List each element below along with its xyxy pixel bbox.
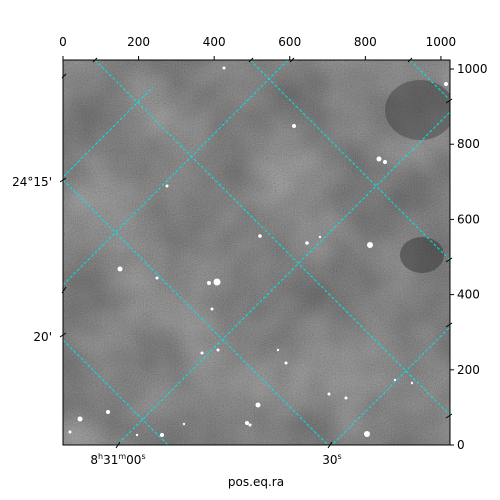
- stars: [68, 66, 448, 437]
- x-axis-label: pos.eq.ra: [228, 475, 284, 489]
- world-ticks: [59, 57, 453, 449]
- y-tick-label: 1000: [457, 62, 488, 76]
- ra-tick-label: 8h31m00s: [90, 452, 145, 467]
- sky-image: [63, 60, 450, 445]
- x-tick-label: 800: [354, 35, 377, 49]
- x-tick-label: 400: [203, 35, 226, 49]
- ra-tick-label: 30s: [322, 452, 341, 467]
- dec-tick-label: 24°15': [12, 175, 52, 189]
- x-tick-label: 600: [278, 35, 301, 49]
- dec-tick-label: 20': [33, 330, 52, 344]
- y-tick-label: 0: [457, 438, 465, 452]
- plot-frame: [62, 59, 451, 446]
- y-tick-label: 200: [457, 363, 480, 377]
- y-tick-label: 800: [457, 137, 480, 151]
- coordinate-grid: [63, 60, 450, 445]
- x-tick-label: 1000: [426, 35, 457, 49]
- y-tick-label: 600: [457, 212, 480, 226]
- x-tick-label: 200: [127, 35, 150, 49]
- x-tick-label: 0: [59, 35, 67, 49]
- y-tick-label: 400: [457, 288, 480, 302]
